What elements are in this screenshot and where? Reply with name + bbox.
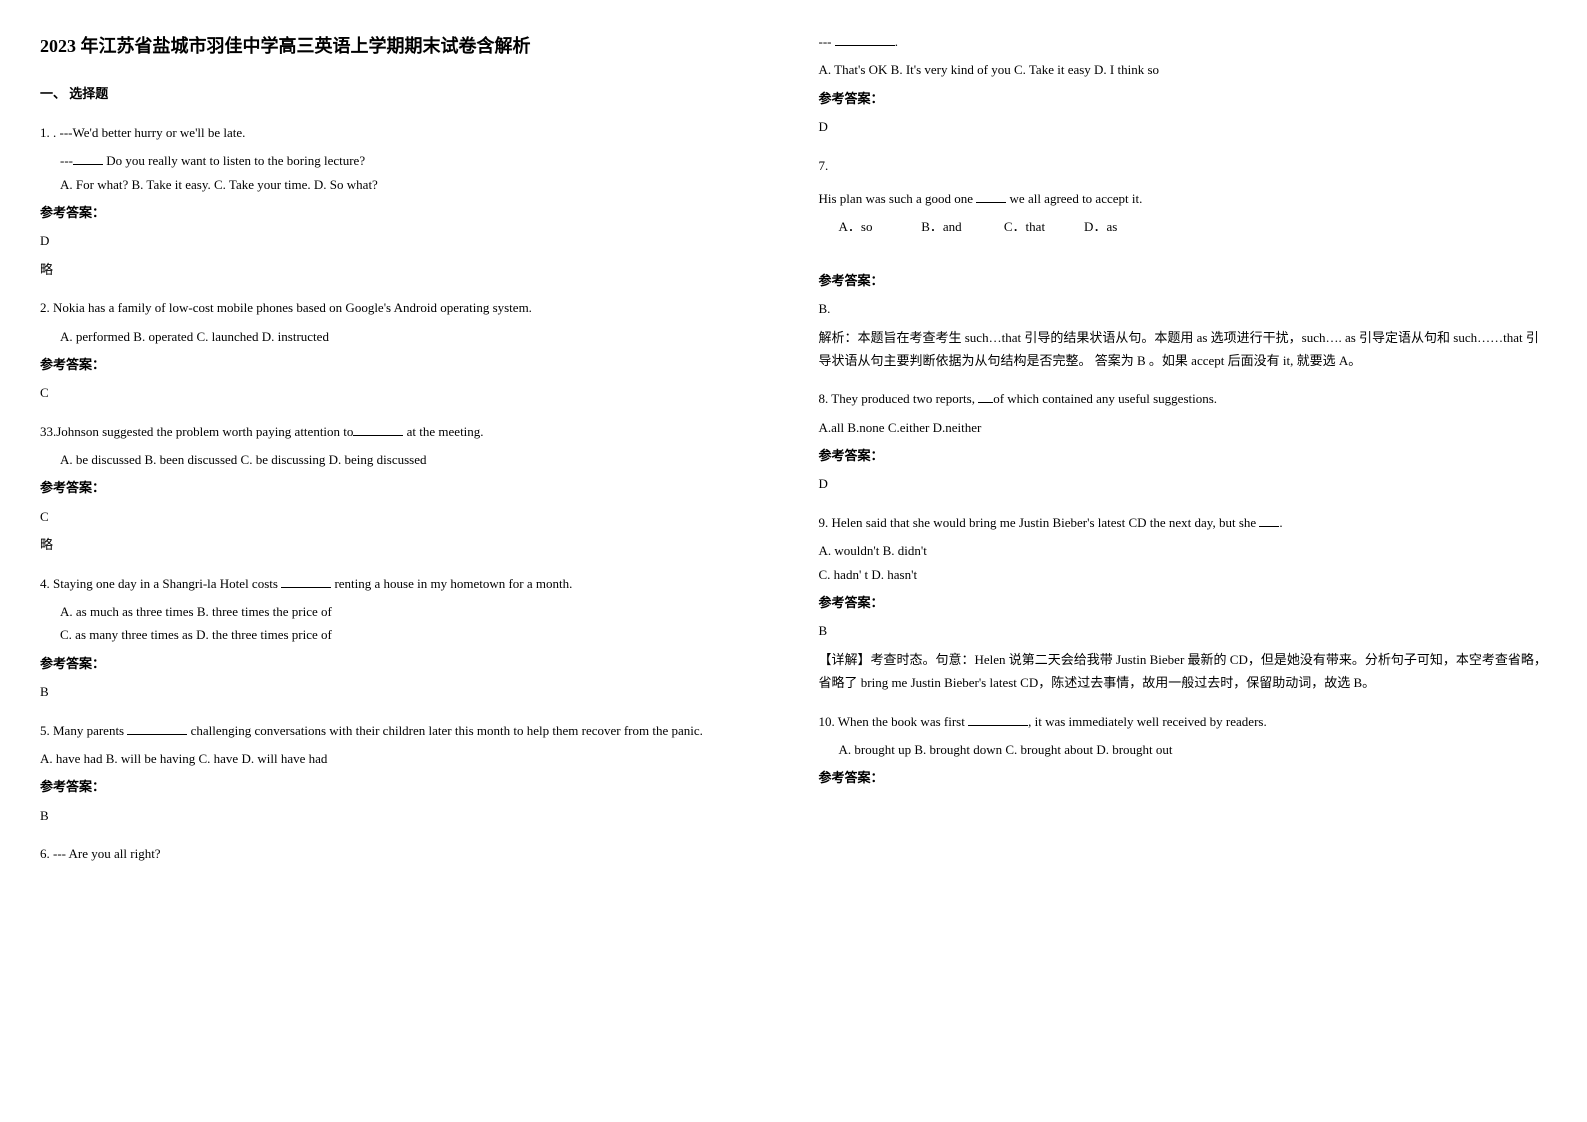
q8-post: of which contained any useful suggestion… bbox=[993, 391, 1217, 406]
q33-line1: 33.Johnson suggested the problem worth p… bbox=[40, 420, 769, 443]
q1-opts: A. For what? B. Take it easy. C. Take yo… bbox=[40, 173, 769, 196]
question-9: 9. Helen said that she would bring me Ju… bbox=[819, 511, 1548, 695]
q5-pre: 5. Many parents bbox=[40, 723, 127, 738]
q7-ans: B. bbox=[819, 297, 1548, 320]
q1-line2: --- Do you really want to listen to the … bbox=[40, 149, 769, 172]
q4-pre: 4. Staying one day in a Shangri-la Hotel… bbox=[40, 576, 281, 591]
blank bbox=[1259, 526, 1279, 527]
blank bbox=[968, 725, 1028, 726]
q9-opts2: C. hadn' t D. hasn't bbox=[819, 563, 1548, 586]
answer-label: 参考答案： bbox=[819, 766, 1548, 789]
q5-ans: B bbox=[40, 804, 769, 827]
answer-label: 参考答案： bbox=[819, 444, 1548, 467]
document-title: 2023 年江苏省盐城市羽佳中学高三英语上学期期末试卷含解析 bbox=[40, 30, 769, 62]
section-header: 一、 选择题 bbox=[40, 82, 769, 105]
question-10: 10. When the book was first , it was imm… bbox=[819, 710, 1548, 790]
blank bbox=[73, 164, 103, 165]
q8-ans: D bbox=[819, 472, 1548, 495]
question-7: 7. His plan was such a good one we all a… bbox=[819, 154, 1548, 373]
q2-ans: C bbox=[40, 381, 769, 404]
answer-label: 参考答案： bbox=[40, 652, 769, 675]
q1-num: 1. . bbox=[40, 125, 56, 140]
q6-line1: 6. --- Are you all right? bbox=[40, 842, 769, 865]
q2-line1: 2. Nokia has a family of low-cost mobile… bbox=[40, 296, 769, 319]
q4-ans: B bbox=[40, 680, 769, 703]
q9-ans: B bbox=[819, 619, 1548, 642]
q7-opts: A．so B．and C．that D．as bbox=[819, 215, 1548, 238]
answer-label: 参考答案： bbox=[40, 201, 769, 224]
q33-pre: 33.Johnson suggested the problem worth p… bbox=[40, 424, 353, 439]
q4-post: renting a house in my hometown for a mon… bbox=[331, 576, 572, 591]
right-column: --- . A. That's OK B. It's very kind of … bbox=[819, 30, 1548, 881]
blank bbox=[127, 734, 187, 735]
q10-opts: A. brought up B. brought down C. brought… bbox=[819, 738, 1548, 761]
q10-pre: 10. When the book was first bbox=[819, 714, 969, 729]
q7-post: we all agreed to accept it. bbox=[1006, 191, 1142, 206]
q8-pre: 8. They produced two reports, bbox=[819, 391, 979, 406]
blank bbox=[353, 435, 403, 436]
q6-line2: --- . bbox=[819, 30, 1548, 53]
q5-post: challenging conversations with their chi… bbox=[187, 723, 703, 738]
q9-explain: 【详解】考查时态。句意：Helen 说第二天会给我带 Justin Bieber… bbox=[819, 648, 1548, 695]
q33-post: at the meeting. bbox=[403, 424, 483, 439]
q1-text: 1. . ---We'd better hurry or we'll be la… bbox=[40, 121, 769, 144]
answer-label: 参考答案： bbox=[40, 476, 769, 499]
q7-pre: His plan was such a good one bbox=[819, 191, 977, 206]
q10-line1: 10. When the book was first , it was imm… bbox=[819, 710, 1548, 733]
q1-note: 略 bbox=[40, 258, 769, 281]
question-1: 1. . ---We'd better hurry or we'll be la… bbox=[40, 121, 769, 281]
left-column: 2023 年江苏省盐城市羽佳中学高三英语上学期期末试卷含解析 一、 选择题 1.… bbox=[40, 30, 769, 881]
q6-line2-post: . bbox=[895, 34, 898, 49]
q10-post: , it was immediately well received by re… bbox=[1028, 714, 1267, 729]
answer-label: 参考答案： bbox=[819, 591, 1548, 614]
question-8: 8. They produced two reports, of which c… bbox=[819, 387, 1548, 496]
q33-ans: C bbox=[40, 505, 769, 528]
q8-opts: A.all B.none C.either D.neither bbox=[819, 416, 1548, 439]
q7-line1: His plan was such a good one we all agre… bbox=[819, 187, 1548, 210]
q9-post: . bbox=[1279, 515, 1282, 530]
blank bbox=[978, 402, 993, 403]
question-5: 5. Many parents challenging conversation… bbox=[40, 719, 769, 828]
q4-opts2: C. as many three times as D. the three t… bbox=[40, 623, 769, 646]
q1-ans: D bbox=[40, 229, 769, 252]
q4-line1: 4. Staying one day in a Shangri-la Hotel… bbox=[40, 572, 769, 595]
question-6-cont: --- . A. That's OK B. It's very kind of … bbox=[819, 30, 1548, 139]
answer-label: 参考答案： bbox=[40, 775, 769, 798]
q9-opts1: A. wouldn't B. didn't bbox=[819, 539, 1548, 562]
question-33: 33.Johnson suggested the problem worth p… bbox=[40, 420, 769, 557]
question-2: 2. Nokia has a family of low-cost mobile… bbox=[40, 296, 769, 405]
q6-line2-pre: --- bbox=[819, 34, 835, 49]
q4-opts1: A. as much as three times B. three times… bbox=[40, 600, 769, 623]
q6-opts: A. That's OK B. It's very kind of you C.… bbox=[819, 58, 1548, 81]
answer-label: 参考答案： bbox=[40, 353, 769, 376]
answer-label: 参考答案： bbox=[819, 87, 1548, 110]
question-6-start: 6. --- Are you all right? bbox=[40, 842, 769, 865]
q9-pre: 9. Helen said that she would bring me Ju… bbox=[819, 515, 1260, 530]
q5-line1: 5. Many parents challenging conversation… bbox=[40, 719, 769, 742]
q2-opts: A. performed B. operated C. launched D. … bbox=[40, 325, 769, 348]
blank bbox=[976, 202, 1006, 203]
blank bbox=[835, 45, 895, 46]
q8-line1: 8. They produced two reports, of which c… bbox=[819, 387, 1548, 410]
q1-line2-pre: --- bbox=[60, 153, 73, 168]
blank bbox=[281, 587, 331, 588]
q9-line1: 9. Helen said that she would bring me Ju… bbox=[819, 511, 1548, 534]
q1-line1: ---We'd better hurry or we'll be late. bbox=[60, 125, 246, 140]
q7-num: 7. bbox=[819, 154, 1548, 177]
q7-explain: 解析：本题旨在考查考生 such…that 引导的结果状语从句。本题用 as 选… bbox=[819, 326, 1548, 373]
q33-opts: A. be discussed B. been discussed C. be … bbox=[40, 448, 769, 471]
q1-line2-post: Do you really want to listen to the bori… bbox=[103, 153, 365, 168]
q6-ans: D bbox=[819, 115, 1548, 138]
answer-label: 参考答案： bbox=[819, 269, 1548, 292]
q33-note: 略 bbox=[40, 533, 769, 556]
question-4: 4. Staying one day in a Shangri-la Hotel… bbox=[40, 572, 769, 704]
q5-opts: A. have had B. will be having C. have D.… bbox=[40, 747, 769, 770]
